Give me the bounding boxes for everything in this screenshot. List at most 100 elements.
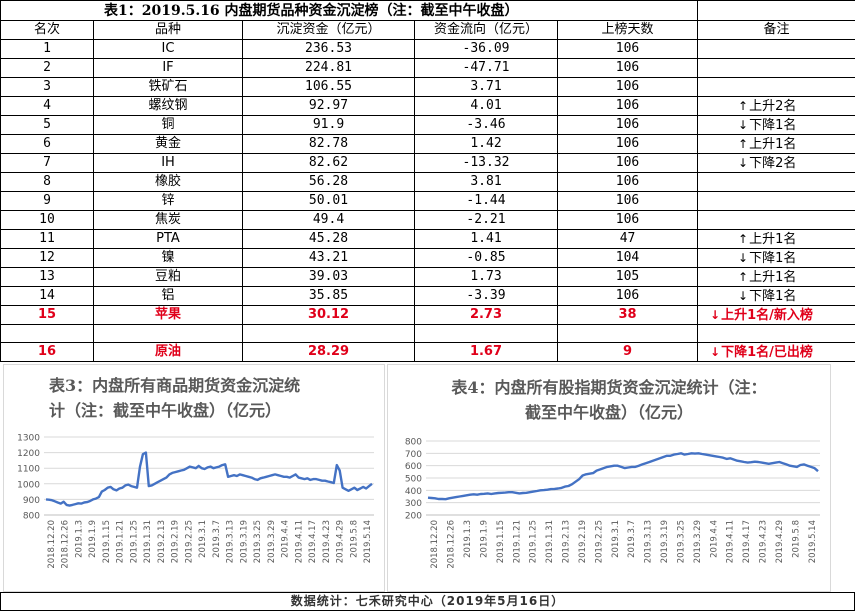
x-tick-label: 2019.1.9: [479, 520, 489, 558]
x-tick-label: 2019.3.13: [226, 520, 236, 563]
cell-note: ↓下降1名: [697, 115, 855, 135]
rank-change-arrow-icon: ↑: [738, 269, 749, 284]
cell-note: ↓上升1名/新入榜: [697, 305, 855, 325]
table-row: 1 IC 236.53 -36.09 106: [0, 39, 855, 59]
column-header: 品种: [93, 20, 243, 40]
x-tick-label: 2019.4.11: [726, 520, 736, 563]
cell-capital: 92.97: [242, 96, 415, 116]
x-tick-label: 2019.1.3: [74, 520, 84, 558]
cell-note: ↓下降1名/已出榜: [697, 342, 855, 362]
cell-flow: -3.39: [414, 286, 558, 306]
table-title-row: 表1：2019.5.16 内盘期货品种资金沉淀榜（注：截至中午收盘）: [0, 0, 855, 21]
rank-change-arrow-icon: ↓: [738, 288, 749, 303]
cell-capital: 43.21: [242, 248, 415, 268]
cell-rank: 6: [0, 134, 94, 154]
cell-name: IF: [93, 58, 243, 78]
table-row: 12 镍 43.21 -0.85 104 ↓下降1名: [0, 248, 855, 268]
table-row: 3 铁矿石 106.55 3.71 106: [0, 77, 855, 97]
cell-note: [697, 210, 855, 230]
cell-name: 锌: [93, 191, 243, 211]
cell-capital: 49.4: [242, 210, 415, 230]
cell-days: 9: [556, 342, 699, 362]
cell-capital: 236.53: [242, 39, 415, 59]
rank-change-arrow-icon: ↑: [738, 136, 749, 151]
table-row: 10 焦炭 49.4 -2.21 106: [0, 210, 855, 230]
rank-change-arrow-icon: ↑: [738, 231, 749, 246]
index-futures-chart: 表4：内盘所有股指期货资金沉淀统计（注： 截至中午收盘）（亿元） 200 300 4…: [387, 364, 831, 592]
cell-note: ↑上升2名: [697, 96, 855, 116]
rank-change-arrow-icon: ↑: [738, 98, 749, 113]
rank-change-arrow-icon: ↓: [738, 117, 749, 132]
x-tick-label: 2019.1.25: [129, 520, 139, 563]
y-tick-label: 1000: [17, 480, 40, 490]
cell-capital: 39.03: [242, 267, 415, 287]
cell-days: 106: [556, 210, 699, 230]
cell-note: ↑上升1名: [697, 267, 855, 287]
table-row: 11 PTA 45.28 1.41 47 ↑上升1名: [0, 229, 855, 249]
x-tick-label: 2018.12.26: [61, 520, 71, 569]
table-row: 6 黄金 82.78 1.42 106 ↑上升1名: [0, 134, 855, 154]
y-tick-label: 700: [405, 450, 422, 460]
x-tick-label: 2019.4.17: [742, 520, 752, 563]
cell-days: 106: [556, 96, 699, 116]
table-row: 7 IH 82.62 -13.32 106 ↓下降2名: [0, 153, 855, 173]
cell-capital: 82.62: [242, 153, 415, 173]
cell-name: 原油: [93, 342, 243, 362]
cell-name: PTA: [93, 229, 243, 249]
cell-capital: 28.29: [242, 342, 415, 362]
table-row: 16 原油 28.29 1.67 9 ↓下降1名/已出榜: [0, 342, 855, 362]
y-tick-label: 900: [23, 496, 40, 506]
x-tick-label: 2019.5.8: [791, 520, 801, 558]
x-tick-label: 2019.1.31: [545, 520, 555, 563]
series-line: [45, 451, 373, 507]
cell-days: 104: [556, 248, 699, 268]
cell-days: 106: [556, 77, 699, 97]
cell-note: ↓下降1名: [697, 286, 855, 306]
cell-name: 镍: [93, 248, 243, 268]
cell-name: 豆粕: [93, 267, 243, 287]
y-tick-label: 300: [405, 499, 422, 509]
cell-name: 焦炭: [93, 210, 243, 230]
cell-name: 橡胶: [93, 172, 243, 192]
cell-rank: 14: [0, 286, 94, 306]
x-tick-label: 2019.4.29: [775, 520, 785, 563]
cell-note: ↑上升1名: [697, 229, 855, 249]
x-tick-label: 2019.1.31: [143, 520, 153, 563]
x-tick-label: 2019.3.25: [253, 520, 263, 563]
cell-rank: 1: [0, 39, 94, 59]
x-tick-label: 2019.3.29: [693, 520, 703, 563]
cell-flow: -1.44: [414, 191, 558, 211]
x-tick-label: 2019.1.3: [463, 520, 473, 558]
ranking-table: 表1：2019.5.16 内盘期货品种资金沉淀榜（注：截至中午收盘） 名次 品种 沉淀…: [0, 0, 855, 362]
x-tick-label: 2019.1.15: [102, 520, 112, 563]
cell-flow: 1.73: [414, 267, 558, 287]
cell-rank: 3: [0, 77, 94, 97]
cell-rank: 9: [0, 191, 94, 211]
cell-days: 47: [556, 229, 699, 249]
cell-capital: 35.85: [242, 286, 415, 306]
footer-source: 数据统计：七禾研究中心（2019年5月16日）: [0, 592, 855, 611]
table-row: 9 锌 50.01 -1.44 106: [0, 191, 855, 211]
x-tick-label: 2019.1.15: [496, 520, 506, 563]
cell-capital: 45.28: [242, 229, 415, 249]
x-tick-label: 2019.5.14: [808, 520, 818, 563]
rank-change-label: 上升1名: [749, 231, 797, 247]
x-tick-label: 2019.1.9: [88, 520, 98, 558]
cell-note: [697, 191, 855, 211]
rank-change-label: 下降1名: [749, 288, 797, 304]
commodity-chart: 表3：内盘所有商品期货资金沉淀统 计（注：截至中午收盘）（亿元） 800 900 1…: [3, 364, 385, 592]
x-tick-label: 2019.3.7: [627, 520, 637, 558]
table-spacer-row: [0, 324, 855, 343]
rank-change-label: 上升1名: [749, 136, 797, 152]
table-row: 5 铜 91.9 -3.46 106 ↓下降1名: [0, 115, 855, 135]
column-header: 名次: [0, 20, 94, 40]
rank-change-arrow-icon: ↓: [710, 307, 721, 322]
cell-days: 106: [556, 172, 699, 192]
cell-capital: 82.78: [242, 134, 415, 154]
cell-capital: 106.55: [242, 77, 415, 97]
x-tick-label: 2019.2.13: [157, 520, 167, 563]
cell-flow: 1.67: [414, 342, 558, 362]
cell-capital: 50.01: [242, 191, 415, 211]
cell-note: [697, 58, 855, 78]
y-tick-label: 500: [405, 475, 422, 485]
